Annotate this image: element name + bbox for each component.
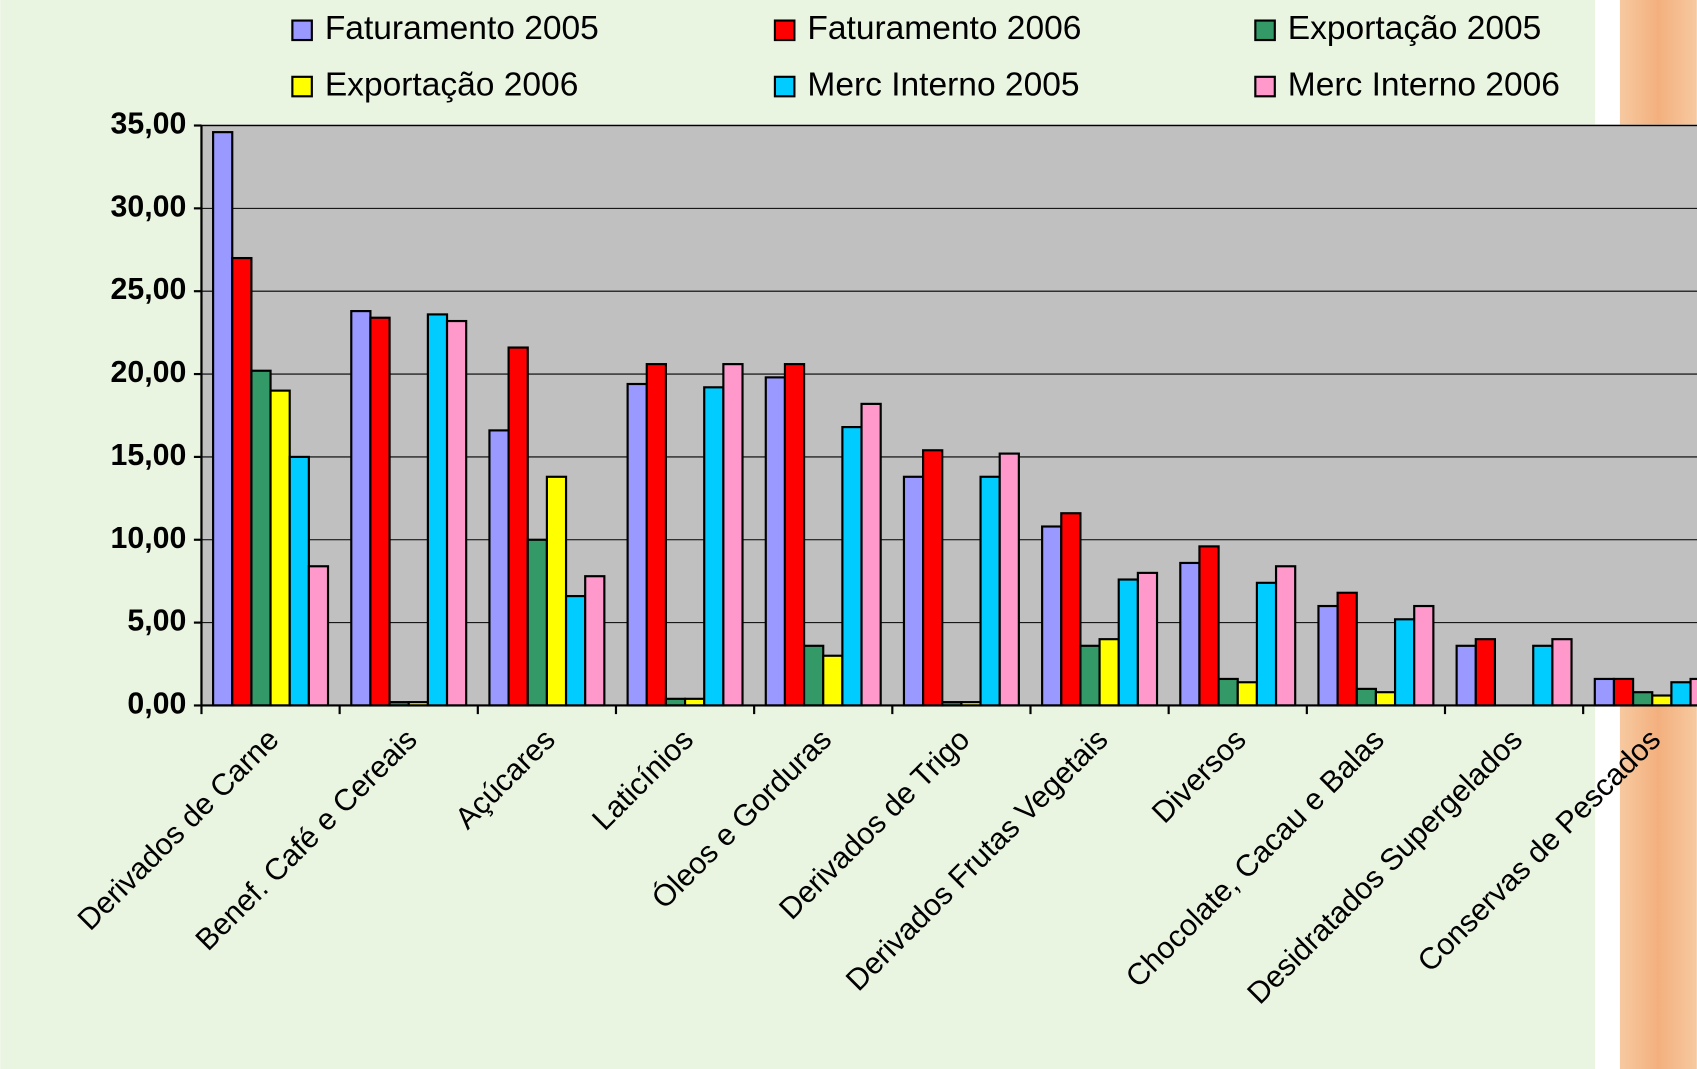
bar [526,538,548,707]
bar [1041,525,1063,707]
y-tick-label: 15,00 [111,439,187,472]
bar [1689,677,1697,707]
bar [1632,691,1654,707]
legend-swatch [1254,75,1276,98]
bar [1355,687,1377,707]
y-tick-label: 25,00 [111,273,187,306]
bar [783,363,806,707]
bar [488,429,510,707]
bar [1532,644,1554,707]
y-tick-label: 10,00 [111,522,187,555]
y-tick-label: 20,00 [111,356,187,389]
bar [507,346,529,707]
bar [1670,681,1692,707]
legend-label: Exportação 2006 [325,66,579,103]
bar [1255,581,1278,707]
bar [350,310,372,707]
bar [922,449,944,707]
legend-swatch [773,19,796,42]
bar [231,256,253,707]
bar [1117,578,1139,707]
bar [841,425,863,707]
bar [764,376,787,707]
bar [1217,677,1239,707]
bar [269,389,291,707]
bar [1274,565,1297,707]
y-tick-label: 5,00 [127,605,186,638]
bar [822,654,844,707]
bar [1079,644,1101,707]
legend-label: Faturamento 2006 [807,10,1081,47]
bar [212,131,234,707]
legend-label: Faturamento 2005 [325,10,599,47]
bar [979,475,1001,707]
legend-swatch [1254,19,1276,42]
legend-label: Merc Interno 2006 [1288,66,1560,103]
bar [564,595,587,707]
bar [1413,604,1435,707]
legend-label: Merc Interno 2005 [807,66,1079,103]
bar [288,455,310,707]
y-tick-label: 0,00 [127,687,186,720]
bar [1593,677,1616,707]
legend-label: Exportação 2005 [1288,10,1542,47]
bar [902,475,925,707]
bar [1317,604,1339,707]
bar [445,319,468,707]
bar [250,369,272,707]
bar [1651,694,1673,707]
bar [1455,644,1477,707]
bar [369,316,391,707]
y-tick-label: 30,00 [111,190,187,223]
bar [860,402,882,707]
bar [545,475,568,707]
bar [645,363,667,707]
bar [1393,618,1416,707]
bar [1474,638,1497,707]
bar [1236,681,1258,707]
legend-swatch [291,75,313,98]
bar [1336,591,1358,707]
bar [803,644,825,707]
y-tick-label: 35,00 [111,108,187,141]
legend-swatch [291,19,313,42]
bar [1198,545,1220,707]
bar [1374,691,1397,707]
bar [1612,677,1635,707]
bar [998,452,1020,707]
bar [703,386,725,707]
bar [426,313,449,707]
bar [584,575,606,707]
bar [626,382,648,707]
bar [307,565,330,707]
bar [1179,561,1201,707]
bar [1060,512,1082,707]
bar [1136,571,1159,707]
legend-swatch [773,75,796,98]
plot-area [200,124,1697,707]
bar [722,363,744,707]
bar [1098,638,1120,707]
bar [1551,638,1573,707]
